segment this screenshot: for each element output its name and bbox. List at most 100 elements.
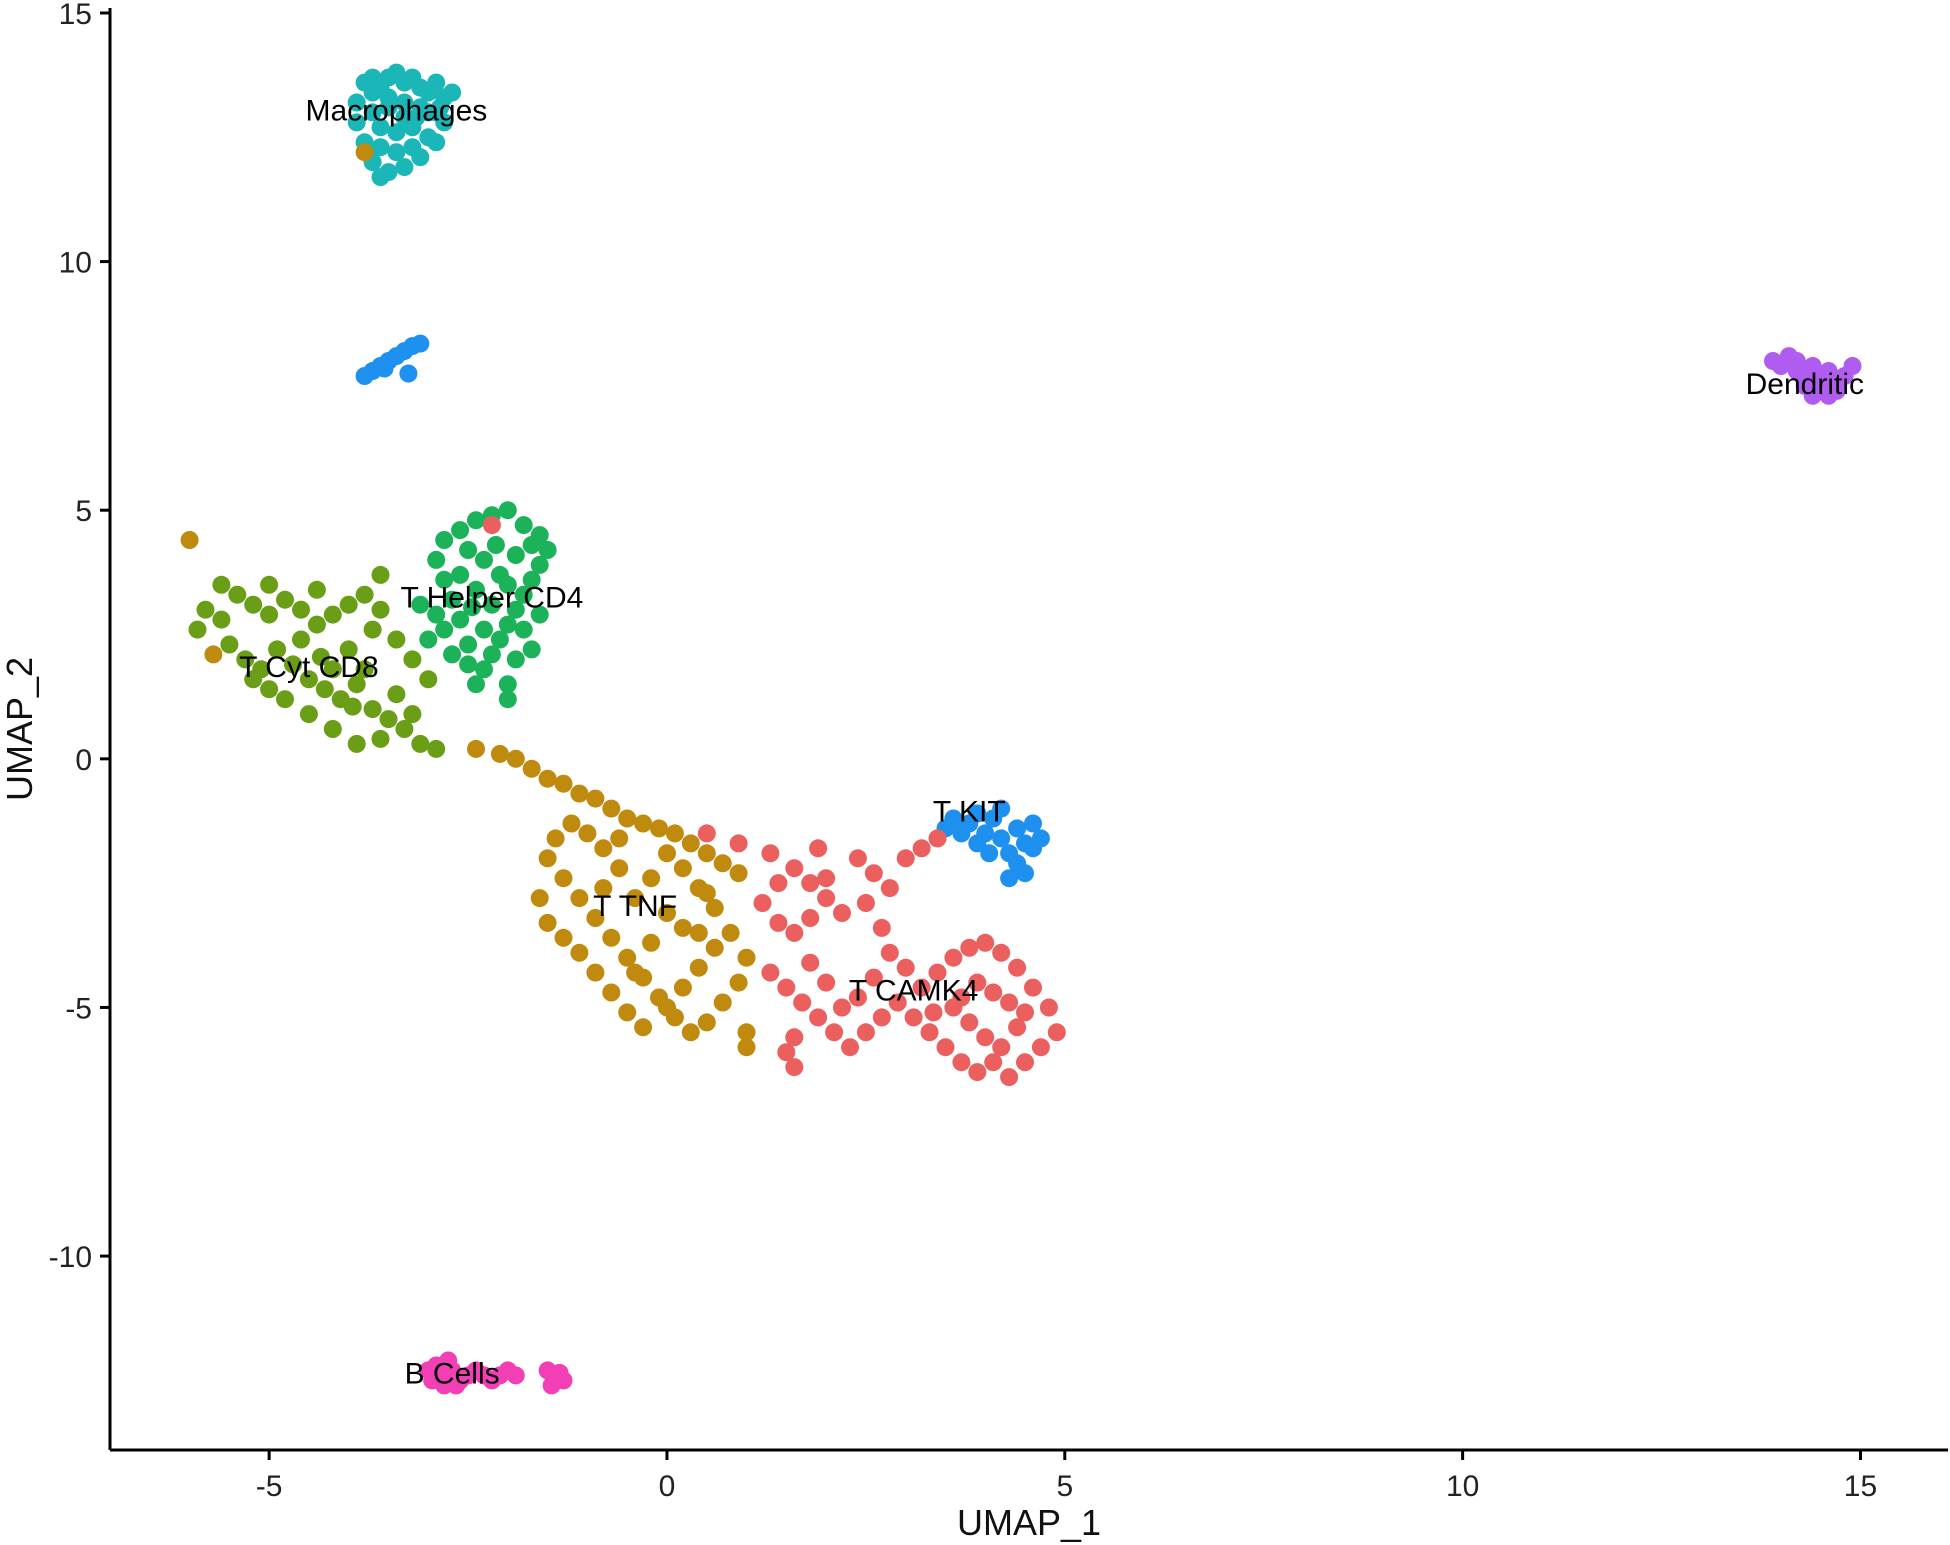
data-point — [196, 600, 215, 619]
data-point — [785, 923, 804, 942]
data-point — [323, 660, 342, 679]
data-point — [689, 923, 708, 942]
data-point — [785, 1058, 804, 1077]
cluster-label: T TNF — [593, 890, 677, 923]
data-point — [833, 904, 851, 922]
data-point — [729, 864, 748, 883]
data-point — [228, 585, 247, 604]
y-tick-label: 5 — [75, 495, 92, 528]
data-point — [204, 645, 223, 664]
series-t-kit — [355, 334, 1050, 888]
data-point — [594, 879, 613, 898]
data-point — [506, 650, 525, 669]
series-t-camk4 — [482, 516, 1066, 1087]
data-point — [992, 829, 1011, 848]
data-point — [570, 889, 589, 908]
data-point — [538, 913, 557, 932]
data-point — [761, 844, 780, 863]
data-point — [443, 590, 462, 609]
data-point — [459, 541, 478, 559]
data-point — [1016, 864, 1034, 883]
data-point — [323, 605, 342, 624]
data-point — [347, 734, 366, 753]
data-point — [817, 973, 836, 992]
data-point — [427, 605, 446, 624]
data-point — [554, 774, 573, 793]
data-point — [506, 749, 525, 768]
cluster-label: Dendritic — [1746, 368, 1864, 401]
y-axis-ticks: 15 10 5 0 -5 -10 — [49, 0, 110, 1274]
data-point — [610, 859, 629, 878]
data-point — [729, 973, 748, 992]
data-point — [665, 824, 684, 843]
data-point — [1031, 1038, 1050, 1057]
data-point — [371, 118, 390, 137]
data-point — [864, 968, 883, 987]
data-point — [475, 550, 493, 569]
data-point — [570, 784, 589, 803]
cluster-label: T Cyt CD8 — [239, 651, 378, 684]
x-axis-title: UMAP_1 — [957, 1502, 1101, 1543]
data-point — [1843, 357, 1862, 375]
data-point — [610, 829, 629, 848]
data-point — [482, 595, 501, 614]
data-point — [856, 894, 875, 912]
cluster-label: T KIT — [933, 795, 1006, 828]
series-t-tnf — [180, 143, 756, 1057]
data-point — [379, 710, 398, 729]
data-point — [244, 595, 263, 614]
data-point — [904, 1008, 923, 1027]
data-point — [212, 575, 231, 594]
data-point — [864, 864, 883, 883]
data-point — [292, 600, 310, 619]
data-point — [1016, 1003, 1034, 1022]
data-point — [467, 511, 485, 530]
data-point — [260, 680, 279, 699]
data-point — [1047, 1023, 1066, 1042]
data-point — [697, 1013, 716, 1032]
data-point — [928, 963, 947, 982]
data-point — [602, 983, 621, 1002]
data-point — [944, 948, 963, 967]
data-point — [658, 904, 676, 922]
data-point — [387, 630, 406, 649]
data-point — [411, 734, 430, 753]
data-point — [435, 531, 454, 549]
y-tick-label: 10 — [59, 247, 92, 280]
data-point — [777, 1043, 796, 1062]
data-point — [363, 700, 382, 719]
data-point — [968, 1063, 987, 1082]
data-point — [292, 630, 310, 649]
data-point — [387, 123, 406, 142]
data-point — [427, 739, 446, 758]
data-point — [980, 844, 999, 863]
data-point — [506, 1366, 525, 1385]
data-point — [307, 580, 326, 599]
data-point — [188, 620, 207, 639]
data-point — [459, 635, 478, 654]
data-point — [681, 834, 700, 853]
data-point — [506, 600, 525, 619]
x-tick-label: 5 — [1056, 1470, 1073, 1503]
data-point — [848, 988, 867, 1007]
data-point — [976, 1028, 995, 1047]
data-point — [984, 983, 1003, 1002]
data-point — [411, 595, 430, 614]
data-point — [1787, 352, 1806, 370]
data-point — [920, 1023, 939, 1042]
data-point — [514, 620, 533, 639]
data-point — [681, 1023, 700, 1042]
y-tick-label: 0 — [75, 744, 92, 777]
series-t-cyt-cd8 — [188, 565, 446, 758]
data-point — [825, 1023, 844, 1042]
data-point — [522, 640, 541, 659]
data-point — [451, 565, 470, 584]
data-point — [387, 143, 406, 162]
data-point — [419, 630, 438, 649]
data-point — [769, 874, 788, 893]
data-point — [307, 615, 326, 634]
data-point — [212, 610, 231, 629]
data-point — [817, 889, 836, 908]
data-point — [880, 943, 899, 962]
data-point — [936, 1038, 955, 1057]
